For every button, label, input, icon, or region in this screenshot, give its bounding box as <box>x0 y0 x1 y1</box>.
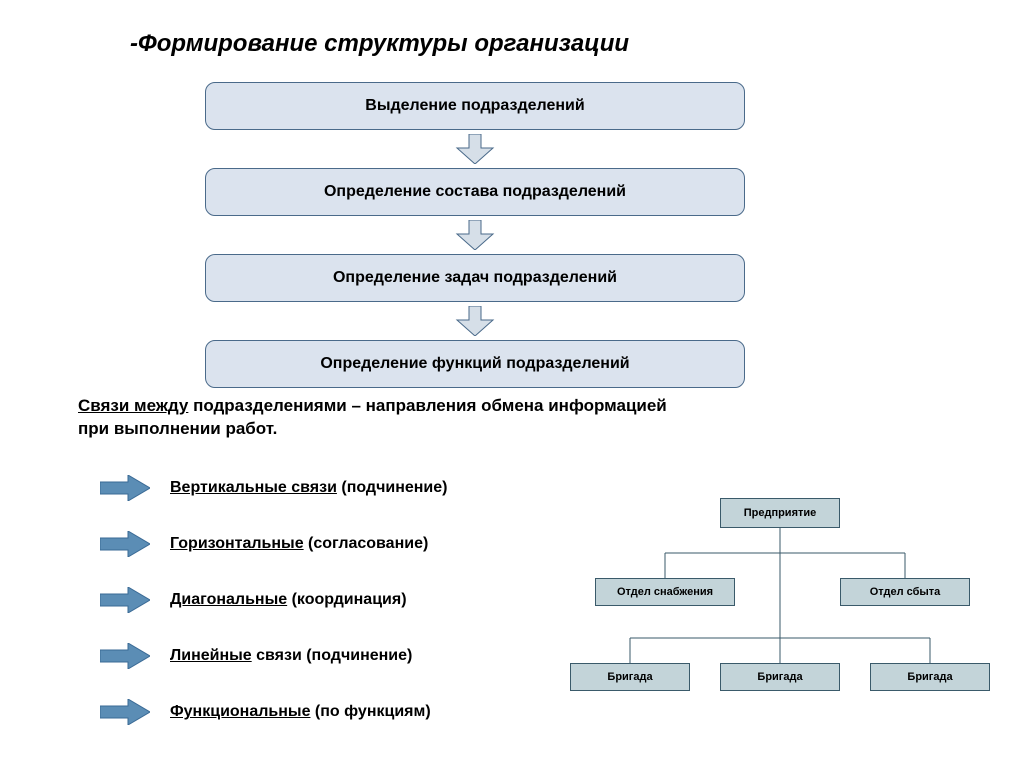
org-connectors <box>560 498 1000 728</box>
bullet-row-3: Линейные связи (подчинение) <box>100 628 448 684</box>
bullet-row-4: Функциональные (по функциям) <box>100 684 448 740</box>
right-arrow-icon <box>100 587 150 613</box>
right-arrow-icon <box>100 475 150 501</box>
bullet-text-1: Горизонтальные (согласование) <box>170 535 428 553</box>
right-arrow-icon <box>100 643 150 669</box>
down-arrow-icon <box>455 134 495 164</box>
org-chart: Предприятие Отдел снабжения Отдел сбыта Бри… <box>560 498 1000 728</box>
bullet-text-2: Диагональные (координация) <box>170 591 407 609</box>
down-arrow-icon <box>455 220 495 250</box>
page-title: -Формирование структуры организации <box>130 30 629 58</box>
flow-box-0: Выделение подразделений <box>205 82 745 130</box>
arrow-path <box>457 306 493 336</box>
org-node-b2: Бригада <box>720 663 840 691</box>
bullet-text-0: Вертикальные связи (подчинение) <box>170 479 448 497</box>
flow-box-1: Определение состава подразделений <box>205 168 745 216</box>
bullets-list: Вертикальные связи (подчинение) Горизонта… <box>100 460 448 740</box>
right-arrow-icon <box>100 699 150 725</box>
bullet-row-2: Диагональные (координация) <box>100 572 448 628</box>
bullet-text-3: Линейные связи (подчинение) <box>170 647 412 665</box>
section-rest-1: подразделениями – направления обмена инф… <box>188 396 666 415</box>
org-node-b1: Бригада <box>570 663 690 691</box>
section-text: Связи между подразделениями – направлени… <box>78 395 667 441</box>
arrow-path <box>457 134 493 164</box>
flow-box-3: Определение функций подразделений <box>205 340 745 388</box>
down-arrow-icon <box>455 306 495 336</box>
org-node-root: Предприятие <box>720 498 840 528</box>
flow-container: Выделение подразделений Определение сост… <box>205 82 745 388</box>
org-node-sales: Отдел сбыта <box>840 578 970 606</box>
bullet-text-4: Функциональные (по функциям) <box>170 703 431 721</box>
section-underlined: Связи между <box>78 396 188 415</box>
right-arrow-icon <box>100 531 150 557</box>
bullet-row-1: Горизонтальные (согласование) <box>100 516 448 572</box>
org-node-b3: Бригада <box>870 663 990 691</box>
org-node-supply: Отдел снабжения <box>595 578 735 606</box>
bullet-row-0: Вертикальные связи (подчинение) <box>100 460 448 516</box>
flow-box-2: Определение задач подразделений <box>205 254 745 302</box>
arrow-path <box>457 220 493 250</box>
section-line-2: при выполнении работ. <box>78 419 277 438</box>
